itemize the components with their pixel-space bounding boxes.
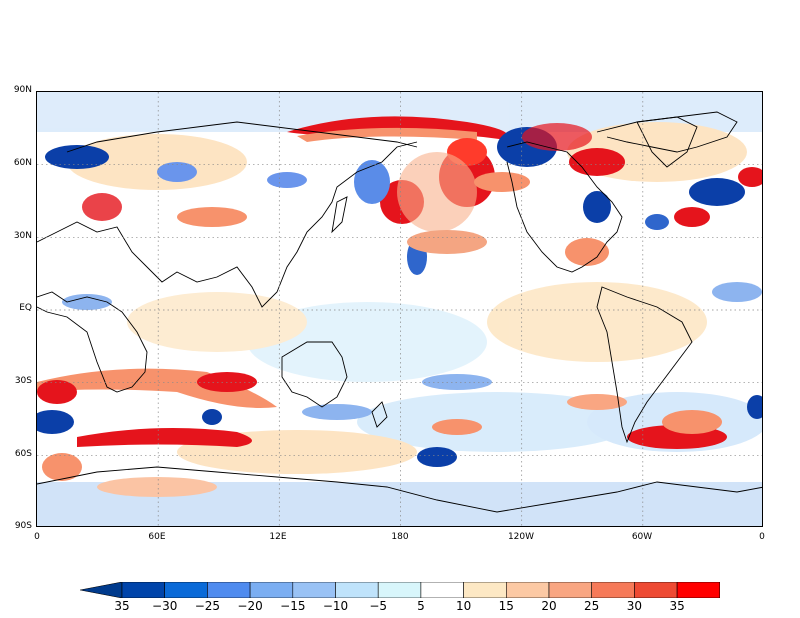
coastlines — [37, 111, 762, 513]
lon-label-60w: 60W — [631, 532, 653, 542]
colorbar-tick-label: −10 — [322, 599, 349, 613]
graticule — [37, 92, 762, 526]
lon-label-0-right: 0 — [759, 532, 765, 542]
lon-label-120w: 120W — [507, 532, 535, 542]
colorbar-tick-label: 25 — [584, 599, 600, 613]
colorbar-swatch — [505, 582, 550, 598]
colorbar-swatch — [463, 582, 507, 598]
strong-anomalies — [37, 116, 762, 497]
anomaly-map — [37, 92, 762, 526]
colorbar-swatch — [249, 582, 294, 598]
lat-label-60n: 60N — [13, 158, 32, 168]
colorbar-tick-label: −15 — [280, 599, 306, 613]
colorbar-tick-label: 35 — [669, 599, 685, 613]
colorbar-tick-label: −30 — [152, 599, 178, 613]
colorbar-tick-label: 30 — [626, 599, 643, 613]
lat-label-30n: 30N — [13, 231, 32, 241]
colorbar-swatch — [420, 582, 464, 598]
colorbar-swatch — [634, 582, 678, 598]
lon-label-180: 180 — [391, 532, 409, 542]
colorbar-tick-label: 15 — [498, 599, 514, 613]
colorbar-tick-label: 10 — [455, 599, 472, 613]
lon-label-120e: 12E — [269, 532, 287, 542]
lat-label-60s: 60S — [14, 449, 32, 459]
colorbar-tick-label: −20 — [237, 599, 263, 613]
colorbar-swatch — [676, 582, 720, 598]
colorbar-swatch — [548, 582, 593, 598]
colorbar-swatch — [377, 582, 422, 598]
colorbar-tick-label: 35 — [114, 599, 130, 613]
colorbar-tick-label: 5 — [417, 599, 425, 613]
colorbar-swatch — [292, 582, 336, 598]
lon-label-0-left: 0 — [34, 532, 40, 542]
map-panel — [36, 91, 763, 527]
colorbar-swatch — [207, 582, 251, 598]
colorbar-swatch — [335, 582, 379, 598]
colorbar-swatch — [121, 582, 166, 598]
colorbar-tick-label: −5 — [369, 599, 388, 613]
colorbar-swatch — [164, 582, 208, 598]
lat-label-90s: 90S — [14, 521, 32, 531]
colorbar — [80, 582, 720, 598]
colorbar-tick-label: −25 — [194, 599, 221, 613]
colorbar-arrow-left — [80, 582, 123, 598]
lat-label-eq: EQ — [19, 303, 32, 313]
colorbar-tick-label: 20 — [541, 599, 557, 613]
colorbar-swatch — [591, 582, 635, 598]
lat-label-90n: 90N — [13, 85, 32, 95]
lon-label-60e: 60E — [148, 532, 166, 542]
lat-label-30s: 30S — [14, 376, 32, 386]
